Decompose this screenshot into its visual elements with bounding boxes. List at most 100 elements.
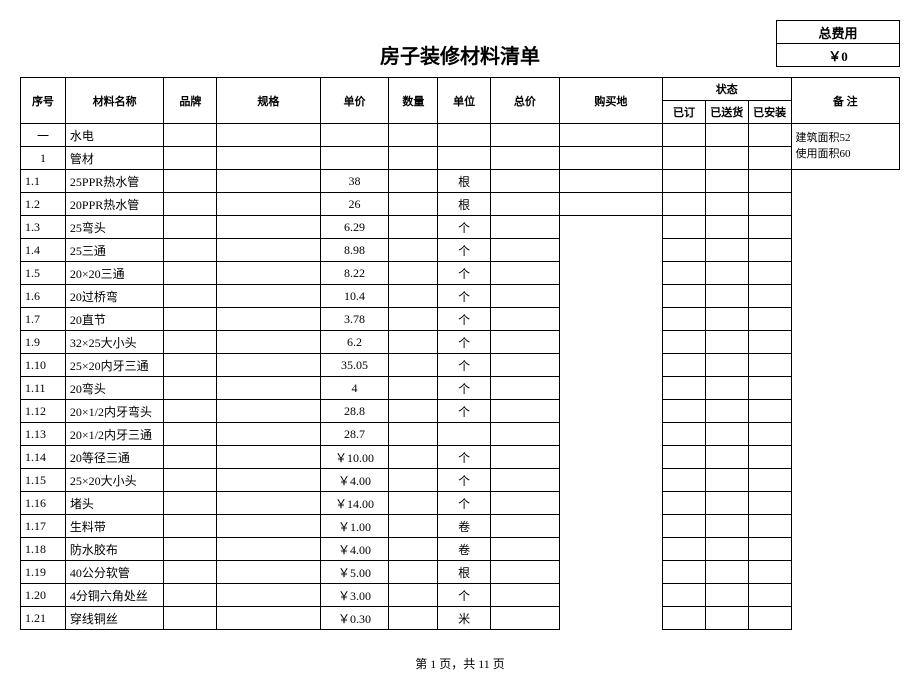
cell-total bbox=[491, 308, 560, 331]
cell-status-0 bbox=[663, 216, 706, 239]
cell-name: 25×20大小头 bbox=[65, 469, 164, 492]
cell-name: 20×1/2内牙弯头 bbox=[65, 400, 164, 423]
cell-name: 20×20三通 bbox=[65, 262, 164, 285]
cell-total bbox=[491, 423, 560, 446]
cell-total bbox=[491, 216, 560, 239]
cell-spec bbox=[217, 262, 320, 285]
cell-buy bbox=[559, 354, 662, 377]
cell-seq: 1.17 bbox=[21, 515, 66, 538]
cell-total bbox=[491, 239, 560, 262]
cell-buy bbox=[559, 377, 662, 400]
cell-price: 6.29 bbox=[320, 216, 389, 239]
cell-status-2 bbox=[748, 331, 791, 354]
cell-remark bbox=[791, 193, 899, 216]
table-row: 1.18防水胶布￥4.00卷 bbox=[21, 538, 900, 561]
cell-total bbox=[491, 469, 560, 492]
cell-remark bbox=[791, 492, 899, 515]
remark-line-0: 建筑面积52 bbox=[796, 132, 851, 144]
cell-price: 4 bbox=[320, 377, 389, 400]
cell-buy bbox=[559, 285, 662, 308]
cell-qty bbox=[389, 561, 438, 584]
cost-value: ￥0 bbox=[777, 44, 900, 67]
section-name: 水电 bbox=[65, 124, 164, 147]
cell-status-1 bbox=[705, 308, 748, 331]
cell-name: 防水胶布 bbox=[65, 538, 164, 561]
cell-brand bbox=[164, 239, 217, 262]
cell-price: 10.4 bbox=[320, 285, 389, 308]
table-row: 1.520×20三通8.22个 bbox=[21, 262, 900, 285]
cell-spec bbox=[217, 492, 320, 515]
cell-spec bbox=[217, 354, 320, 377]
cell-spec bbox=[217, 308, 320, 331]
cell-qty bbox=[389, 492, 438, 515]
cell-status-1 bbox=[705, 262, 748, 285]
cell-seq: 1.12 bbox=[21, 400, 66, 423]
cell-status-0 bbox=[663, 515, 706, 538]
cell-spec bbox=[217, 538, 320, 561]
cell-unit: 根 bbox=[438, 170, 491, 193]
cost-label: 总费用 bbox=[777, 21, 900, 44]
cell-status-1 bbox=[705, 423, 748, 446]
cell-unit: 卷 bbox=[438, 538, 491, 561]
cell-unit: 个 bbox=[438, 239, 491, 262]
cell-total bbox=[491, 262, 560, 285]
cell-remark bbox=[791, 446, 899, 469]
table-row: 1.220PPR热水管26根 bbox=[21, 193, 900, 216]
cell-remark bbox=[791, 308, 899, 331]
cell-qty bbox=[389, 607, 438, 630]
table-row: 1.204分铜六角处丝￥3.00个 bbox=[21, 584, 900, 607]
cell-buy bbox=[559, 308, 662, 331]
cell-qty bbox=[389, 285, 438, 308]
cell-name: 生料带 bbox=[65, 515, 164, 538]
cell-brand bbox=[164, 285, 217, 308]
cell-buy bbox=[559, 492, 662, 515]
cell-qty bbox=[389, 469, 438, 492]
cell-status-1 bbox=[705, 607, 748, 630]
cell-name: 4分铜六角处丝 bbox=[65, 584, 164, 607]
cell-status-1 bbox=[705, 170, 748, 193]
cell-unit: 个 bbox=[438, 469, 491, 492]
cell-status-2 bbox=[748, 469, 791, 492]
cell-remark bbox=[791, 538, 899, 561]
cell-remark bbox=[791, 216, 899, 239]
cell-status-0 bbox=[663, 492, 706, 515]
cell-status-1 bbox=[705, 538, 748, 561]
th-status: 状态 bbox=[663, 78, 791, 101]
th-remark: 备 注 bbox=[791, 78, 899, 124]
cell-status-2 bbox=[748, 285, 791, 308]
cell-name: 20等径三通 bbox=[65, 446, 164, 469]
cell-buy bbox=[559, 170, 662, 193]
table-row: 1.325弯头6.29个 bbox=[21, 216, 900, 239]
cell-brand bbox=[164, 515, 217, 538]
cell-qty bbox=[389, 170, 438, 193]
cell-name: 25弯头 bbox=[65, 216, 164, 239]
table-row: 1.1120弯头4个 bbox=[21, 377, 900, 400]
cell-status-1 bbox=[705, 561, 748, 584]
cell-buy bbox=[559, 538, 662, 561]
th-name: 材料名称 bbox=[65, 78, 164, 124]
cell-status-0 bbox=[663, 607, 706, 630]
cell-name: 20×1/2内牙三通 bbox=[65, 423, 164, 446]
table-row: 1.1320×1/2内牙三通28.7 bbox=[21, 423, 900, 446]
cell-status-1 bbox=[705, 469, 748, 492]
cell-name: 25×20内牙三通 bbox=[65, 354, 164, 377]
cell-total bbox=[491, 538, 560, 561]
cell-status-0 bbox=[663, 239, 706, 262]
cell-qty bbox=[389, 400, 438, 423]
cell-brand bbox=[164, 308, 217, 331]
cell-spec bbox=[217, 446, 320, 469]
cell-brand bbox=[164, 538, 217, 561]
cell-status-1 bbox=[705, 492, 748, 515]
th-spec: 规格 bbox=[217, 78, 320, 124]
cell-status-2 bbox=[748, 308, 791, 331]
cell-total bbox=[491, 515, 560, 538]
cell-seq: 1.5 bbox=[21, 262, 66, 285]
cell-unit: 个 bbox=[438, 377, 491, 400]
table-row: 1.425三通8.98个 bbox=[21, 239, 900, 262]
cell-status-0 bbox=[663, 262, 706, 285]
cell-brand bbox=[164, 400, 217, 423]
cell-price: 35.05 bbox=[320, 354, 389, 377]
table-row: 1.620过桥弯10.4个 bbox=[21, 285, 900, 308]
cell-status-2 bbox=[748, 446, 791, 469]
subsection-row: 1 管材 bbox=[21, 147, 900, 170]
